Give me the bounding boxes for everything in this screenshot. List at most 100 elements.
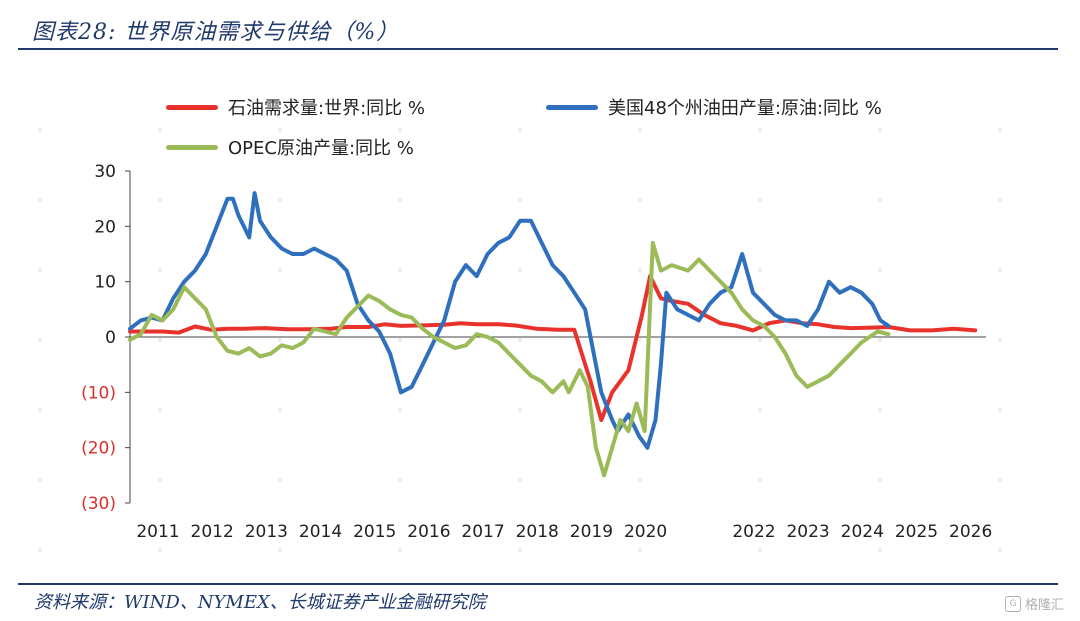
legend-label-us-production: 美国48个州油田产量:原油:同比 % <box>608 98 882 119</box>
y-tick-label: 0 <box>105 328 116 348</box>
background-dot <box>398 478 402 482</box>
legend-label-opec: OPEC原油产量:同比 % <box>228 138 414 159</box>
legend-swatch-us-production <box>546 104 598 110</box>
x-tick-label: 2012 <box>191 522 234 542</box>
background-dot <box>998 198 1002 202</box>
background-dot <box>758 198 762 202</box>
x-tick-label: 2017 <box>461 522 504 542</box>
legend-swatch-demand <box>166 104 218 110</box>
y-tick-label: 20 <box>94 217 116 237</box>
background-dot <box>398 548 402 552</box>
x-tick-label: 2015 <box>353 522 396 542</box>
background-dot <box>38 128 42 132</box>
x-tick-label: 2025 <box>895 522 938 542</box>
series-line-0 <box>128 274 978 422</box>
background-dot <box>758 338 762 342</box>
background-dot <box>278 268 282 272</box>
background-dot <box>998 268 1002 272</box>
background-dot <box>38 548 42 552</box>
background-dot <box>518 268 522 272</box>
y-tick-label: (10) <box>81 383 116 403</box>
background-dot <box>638 338 642 342</box>
background-dot <box>278 198 282 202</box>
y-tick-label: 30 <box>94 162 116 182</box>
legend-item-opec: OPEC原油产量:同比 % <box>166 134 414 160</box>
background-dot <box>398 338 402 342</box>
background-dot <box>158 268 162 272</box>
legend-label-demand: 石油需求量:世界:同比 % <box>228 98 425 119</box>
y-tick-label: (30) <box>81 494 116 514</box>
background-dot <box>878 408 882 412</box>
background-dot <box>878 268 882 272</box>
background-dot <box>878 198 882 202</box>
y-tick-label: (20) <box>81 439 116 459</box>
background-dot <box>518 338 522 342</box>
background-dot <box>998 548 1002 552</box>
series-line-2 <box>128 240 891 478</box>
background-dot <box>158 548 162 552</box>
background-dot <box>158 128 162 132</box>
background-dot <box>518 408 522 412</box>
x-tick-label: 2023 <box>786 522 829 542</box>
page-title: 图表28: 世界原油需求与供给（%） <box>32 20 400 45</box>
background-dot <box>758 478 762 482</box>
background-dot <box>878 548 882 552</box>
background-dot <box>758 548 762 552</box>
background-dot <box>638 268 642 272</box>
x-tick-label: 2022 <box>732 522 775 542</box>
background-dot <box>758 268 762 272</box>
background-dot <box>158 338 162 342</box>
background-dot <box>398 128 402 132</box>
background-dot <box>518 128 522 132</box>
background-dot <box>878 338 882 342</box>
background-dot <box>38 268 42 272</box>
background-dot <box>158 478 162 482</box>
background-dot <box>38 338 42 342</box>
y-tick-label: 10 <box>94 273 116 293</box>
background-dot <box>638 128 642 132</box>
background-dot <box>878 128 882 132</box>
x-tick-label: 2020 <box>624 522 667 542</box>
background-dot <box>518 198 522 202</box>
background-dot <box>398 268 402 272</box>
watermark-logo-icon: G <box>1004 595 1021 612</box>
x-tick-label: 2018 <box>516 522 559 542</box>
bottom-divider <box>18 583 1058 585</box>
background-dot <box>758 128 762 132</box>
series-line-1 <box>128 191 891 450</box>
background-dot <box>638 198 642 202</box>
background-dot <box>278 478 282 482</box>
background-dot <box>518 478 522 482</box>
background-dot <box>998 478 1002 482</box>
background-dot <box>158 198 162 202</box>
legend-swatch-opec <box>166 144 218 150</box>
background-dot <box>638 478 642 482</box>
legend-item-demand: 石油需求量:世界:同比 % <box>166 94 425 120</box>
background-dot <box>398 408 402 412</box>
background-dot <box>158 408 162 412</box>
x-tick-label: 2014 <box>299 522 342 542</box>
x-tick-label: 2011 <box>136 522 179 542</box>
background-dot <box>278 408 282 412</box>
x-tick-label: 2024 <box>841 522 884 542</box>
background-dot <box>38 408 42 412</box>
background-dot <box>638 548 642 552</box>
background-dot <box>38 198 42 202</box>
x-tick-label: 2016 <box>407 522 450 542</box>
x-tick-label: 2026 <box>949 522 992 542</box>
legend-item-us-production: 美国48个州油田产量:原油:同比 % <box>546 94 882 120</box>
x-tick-label: 2019 <box>570 522 613 542</box>
background-dot <box>878 478 882 482</box>
watermark: G 格隆汇 <box>1004 594 1064 613</box>
background-dot <box>998 338 1002 342</box>
background-dot <box>278 128 282 132</box>
background-dot <box>758 408 762 412</box>
top-divider <box>18 48 1058 50</box>
background-dot <box>998 128 1002 132</box>
background-dot <box>278 548 282 552</box>
background-dot <box>398 198 402 202</box>
background-dot <box>38 478 42 482</box>
background-dot <box>518 548 522 552</box>
x-tick-label: 2013 <box>245 522 288 542</box>
